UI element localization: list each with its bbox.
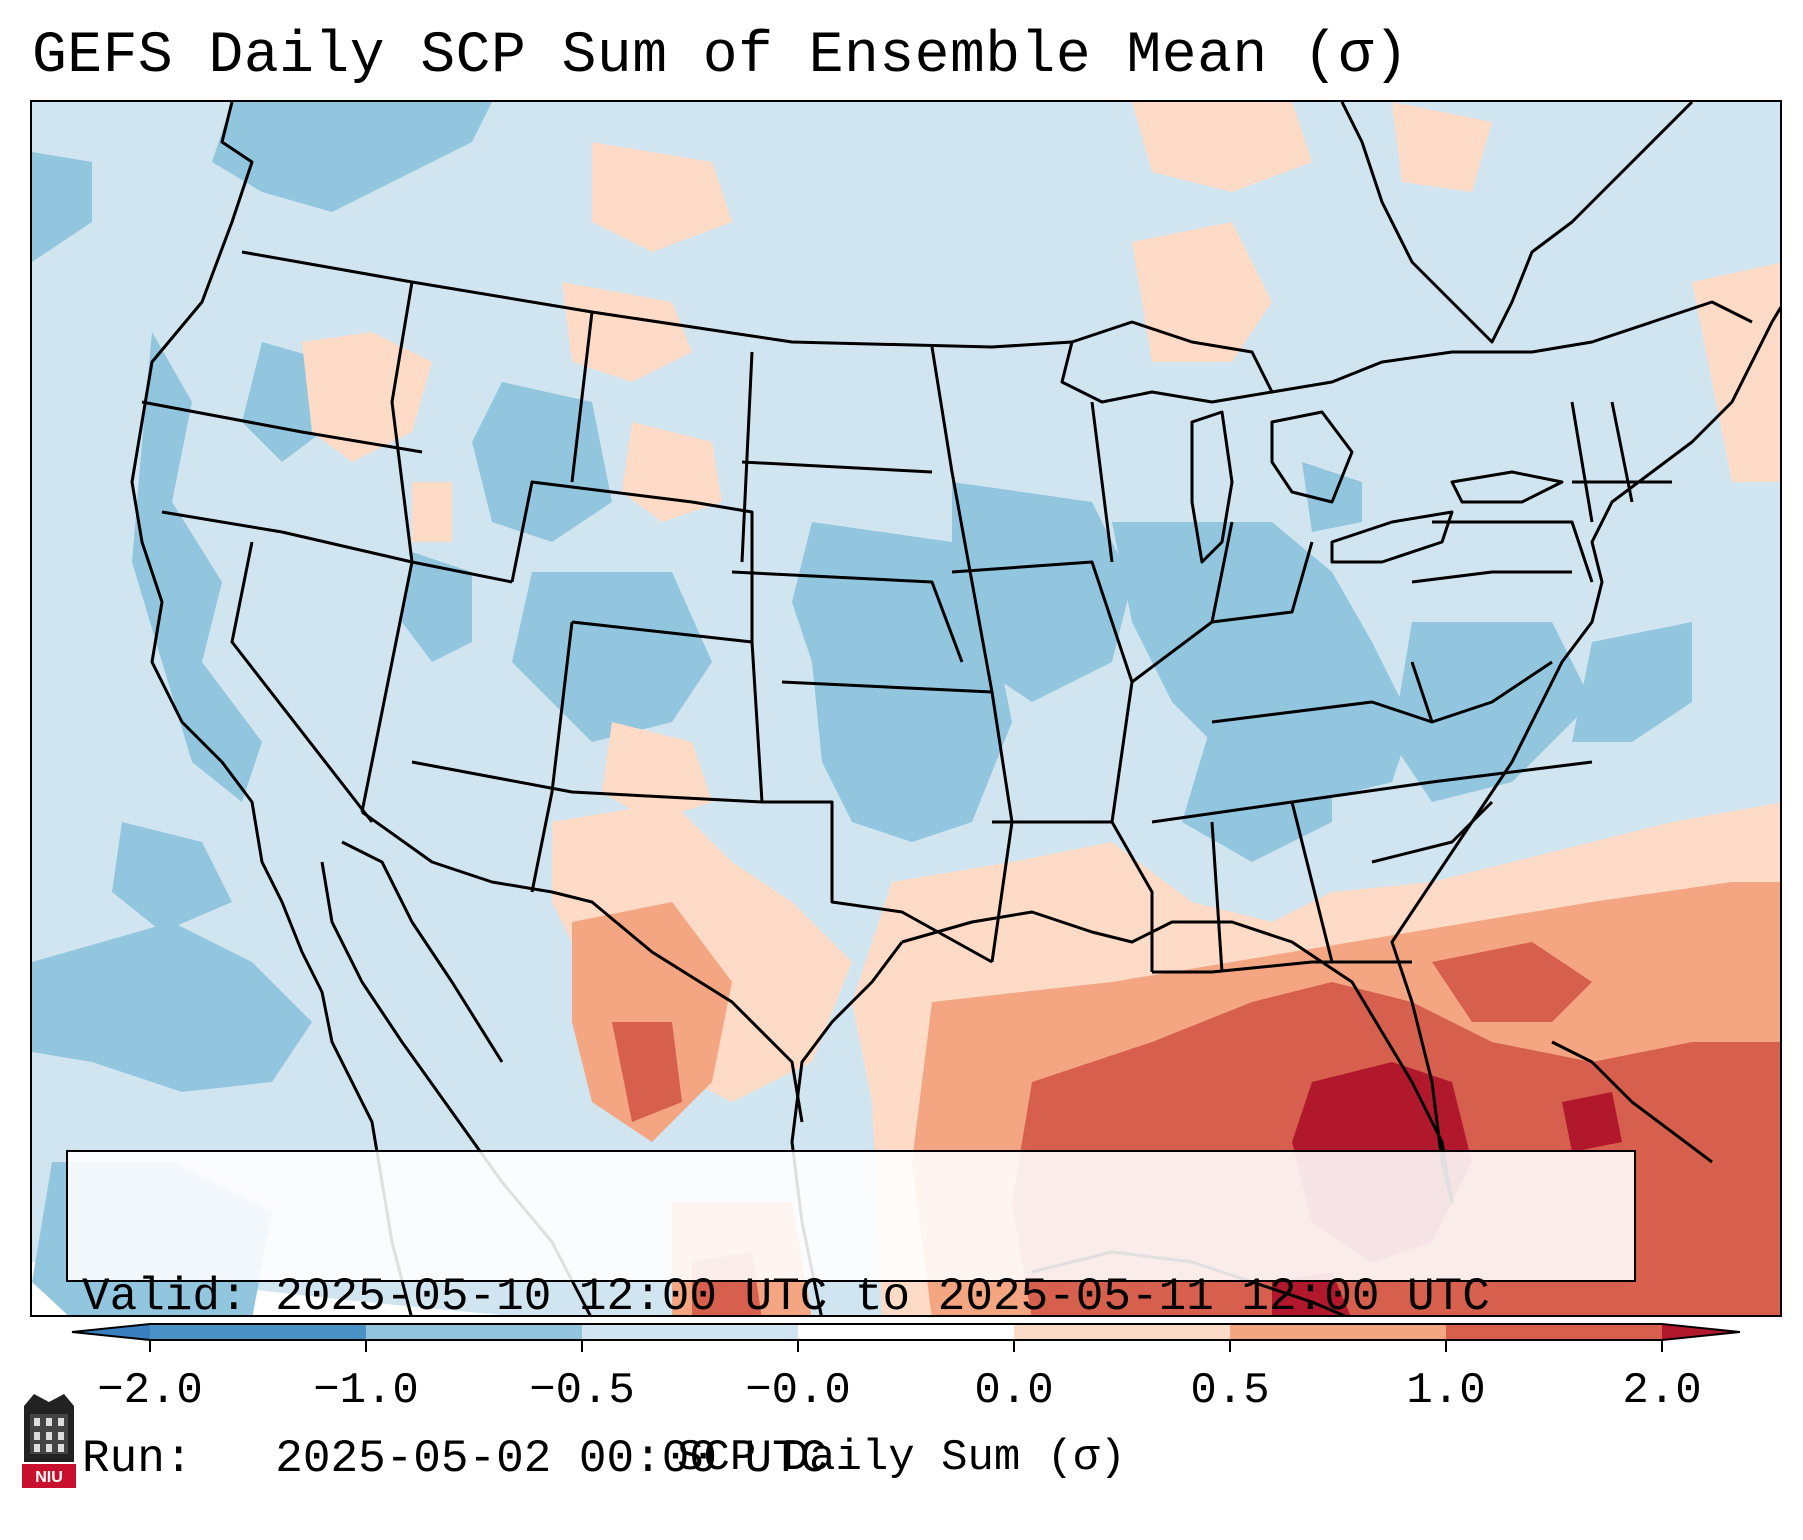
colorbar-segment [1014, 1324, 1230, 1340]
ok-tx-border [762, 800, 993, 964]
colorbar-high-extension [1662, 1324, 1740, 1340]
nh-me-border [1610, 401, 1634, 503]
valid-run-info-box: Valid: 2025-05-10 12:00 UTC to 2025-05-1… [66, 1150, 1636, 1485]
colorbar-segment [1230, 1324, 1446, 1340]
colorbar-tick-marks [149, 1340, 1663, 1352]
colorbar-tick-label: 0.0 [974, 1366, 1054, 1416]
ky-tn-border [1211, 700, 1433, 724]
sc-nc-border [1371, 800, 1494, 864]
nd-sd-border [741, 460, 933, 474]
colorbar-tick-label: −2.0 [97, 1366, 203, 1416]
pa-ny-border [1432, 520, 1594, 583]
al-ga-border [1290, 801, 1334, 963]
sd-ne-border [731, 570, 964, 663]
ar-la-border [992, 820, 1154, 972]
colorbar-segment [798, 1324, 1014, 1340]
lake-michigan [1190, 410, 1234, 564]
mn-ia-mo-west [930, 346, 994, 693]
ca-nv-border [230, 541, 374, 823]
map-title: GEFS Daily SCP Sum of Ensemble Mean (σ) [32, 24, 1409, 89]
run-time-line: Run: 2025-05-02 00:00 UTC [82, 1432, 1634, 1486]
az-nm-border [530, 621, 574, 893]
colorbar-segment [150, 1324, 366, 1340]
colorbar-segment [366, 1324, 582, 1340]
ms-al-border [1210, 821, 1224, 973]
colorbar-tick-label: −0.0 [745, 1366, 851, 1416]
borders [141, 250, 1753, 1123]
id-border [390, 281, 414, 563]
ca-or-id-nv-border [161, 510, 513, 584]
ny-vt-border [1570, 401, 1594, 523]
colorbar-segment [582, 1324, 798, 1340]
ks-ok-tx-border [781, 680, 1014, 963]
gulf-and-atlantic-coastline [901, 305, 1780, 1204]
lake-huron [1270, 410, 1354, 504]
colorbar-label: SCP Daily Sum (σ) [677, 1433, 1126, 1483]
colorbar-tick-label: 0.5 [1190, 1366, 1270, 1416]
run-label: Run: [82, 1433, 193, 1485]
wv-va-border [1410, 660, 1553, 724]
lake-erie [1330, 510, 1454, 564]
valid-label: Valid: [82, 1271, 248, 1323]
us-canada-border-west [241, 250, 1073, 349]
nd-mt-border [740, 351, 754, 563]
gulf-of-california-coast [341, 840, 504, 1063]
hudson-st-lawrence-coastline [1340, 102, 1694, 344]
ms-al-ga-fl-border [1152, 960, 1412, 974]
colorbar-tick-label: 2.0 [1622, 1366, 1702, 1416]
pacific-coastline [130, 102, 413, 1315]
run-value: 2025-05-02 00:00 UTC [275, 1433, 828, 1485]
bahamas-coastline [1551, 1040, 1713, 1164]
lake-ontario [1450, 470, 1564, 504]
pa-md-border [1411, 570, 1572, 584]
us-mexico-border [361, 810, 804, 1123]
colorbar-tick-label: −0.5 [529, 1366, 635, 1416]
great-lakes [1060, 320, 1564, 564]
wi-il-border [1090, 401, 1114, 563]
colorbar-low-extension [72, 1324, 150, 1340]
niu-logo: NIU [22, 1394, 76, 1488]
valid-time-line: Valid: 2025-05-10 12:00 UTC to 2025-05-1… [82, 1270, 1634, 1324]
colorbar-segment [1446, 1324, 1662, 1340]
colorbar-tick-label: −1.0 [313, 1366, 419, 1416]
mt-id-border-line [570, 311, 594, 483]
us-canada-border-east [1271, 300, 1753, 394]
wy-south-west [510, 480, 693, 583]
lake-superior [1060, 320, 1274, 404]
valid-value: 2025-05-10 12:00 UTC to 2025-05-11 12:00… [275, 1271, 1490, 1323]
ia-mo-east [951, 560, 1134, 823]
or-wa-border [141, 400, 423, 454]
nv-az-border [360, 561, 414, 813]
colorbar-tick-label: 1.0 [1406, 1366, 1486, 1416]
map-panel [30, 100, 1782, 1317]
in-oh-border [1211, 541, 1314, 624]
wy-co-ne-border [691, 500, 754, 642]
colorbar [71, 1323, 1741, 1352]
tn-nc-va-border [1151, 760, 1593, 824]
svg-text:NIU: NIU [35, 1469, 63, 1486]
ut-az-co-nm-line [411, 760, 763, 804]
